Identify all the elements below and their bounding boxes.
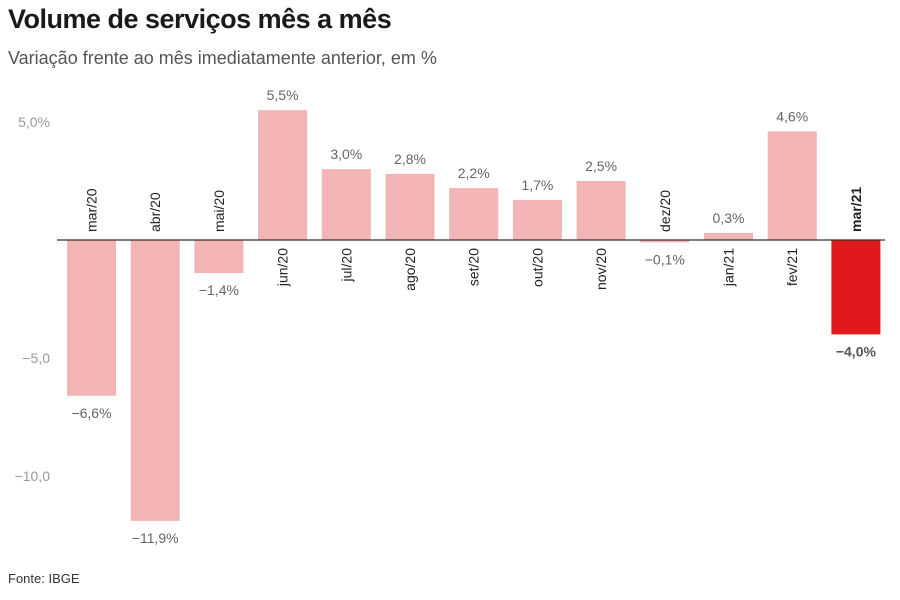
bar (130, 240, 180, 521)
bar (512, 199, 562, 240)
category-label: jun/20 (275, 248, 291, 287)
bar (831, 240, 881, 335)
category-label: nov/20 (593, 248, 609, 290)
data-label: 5,5% (267, 87, 299, 103)
source-note: Fonte: IBGE (8, 571, 80, 586)
bar (449, 188, 499, 240)
data-label: −1,4% (199, 282, 239, 298)
category-label: jul/20 (338, 248, 354, 283)
data-label: 4,6% (776, 108, 808, 124)
category-label: mar/21 (848, 187, 864, 232)
data-label: −4,0% (836, 343, 877, 359)
bar (385, 173, 435, 240)
data-label: −6,6% (71, 405, 111, 421)
data-label: 2,5% (585, 158, 617, 174)
chart-title: Volume de serviços mês a mês (8, 4, 392, 34)
category-label: ago/20 (402, 248, 418, 291)
y-tick-label: 5,0% (18, 114, 50, 130)
category-label: mar/20 (84, 188, 100, 232)
data-label: 0,3% (713, 210, 745, 226)
category-label: mai/20 (211, 190, 227, 232)
category-label: jan/21 (721, 248, 737, 287)
bar (194, 240, 244, 274)
category-label: dez/20 (657, 190, 673, 232)
bar (258, 110, 308, 240)
category-label: fev/21 (784, 248, 800, 286)
bar (321, 169, 371, 240)
chart-subtitle: Variação frente ao mês imediatamente ant… (8, 48, 437, 68)
bar (640, 240, 690, 243)
bar (704, 232, 753, 240)
data-label: 3,0% (330, 146, 362, 162)
bar (67, 240, 116, 396)
category-label: abr/20 (147, 192, 163, 232)
category-label: out/20 (529, 248, 545, 287)
data-label: 2,2% (458, 165, 490, 181)
bar (576, 181, 626, 240)
data-label: −0,1% (645, 251, 685, 267)
y-tick-label: −10,0 (15, 468, 51, 484)
data-label: −11,9% (132, 530, 179, 546)
y-tick-label: −5,0 (22, 350, 50, 366)
data-label: 1,7% (521, 177, 553, 193)
bar (767, 131, 817, 240)
data-label: 2,8% (394, 151, 426, 167)
category-label: set/20 (466, 248, 482, 286)
